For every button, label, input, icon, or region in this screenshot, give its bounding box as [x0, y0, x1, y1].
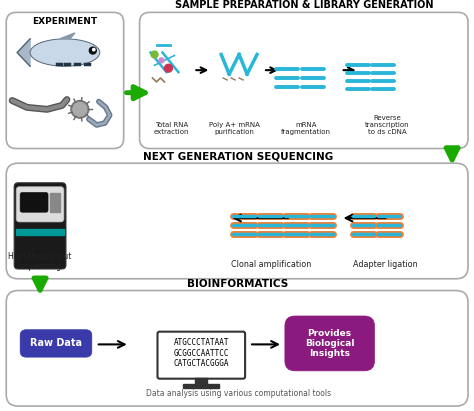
Text: High throughput
sequencing: High throughput sequencing: [9, 252, 72, 271]
Circle shape: [159, 58, 164, 63]
FancyBboxPatch shape: [157, 332, 245, 379]
Text: NEXT GENERATION SEQUENCING: NEXT GENERATION SEQUENCING: [143, 151, 333, 161]
FancyBboxPatch shape: [6, 12, 124, 148]
Text: ATGCCCTATAAT
GCGGCCAATTCC
CATGCTACGGGA: ATGCCCTATAAT GCGGCCAATTCC CATGCTACGGGA: [173, 338, 229, 368]
Ellipse shape: [30, 39, 100, 66]
FancyBboxPatch shape: [285, 316, 374, 371]
Text: Provides
Biological
Insights: Provides Biological Insights: [305, 328, 355, 358]
FancyBboxPatch shape: [20, 193, 48, 212]
Bar: [195, 378, 207, 386]
Text: Data analysis using various computational tools: Data analysis using various computationa…: [146, 389, 331, 398]
Text: BIOINFORMATICS: BIOINFORMATICS: [188, 279, 289, 289]
Text: Clonal amplification: Clonal amplification: [231, 260, 311, 269]
FancyBboxPatch shape: [20, 330, 92, 357]
FancyBboxPatch shape: [139, 12, 468, 148]
Text: Poly A+ mRNA
purification: Poly A+ mRNA purification: [209, 122, 260, 135]
Text: mRNA
fragmentation: mRNA fragmentation: [281, 122, 331, 135]
FancyBboxPatch shape: [14, 183, 66, 269]
FancyBboxPatch shape: [6, 163, 468, 279]
Bar: [16, 229, 64, 235]
Text: EXPERIMENT: EXPERIMENT: [32, 17, 98, 26]
Text: Raw Data: Raw Data: [30, 338, 82, 349]
Polygon shape: [60, 33, 75, 39]
Text: SAMPLE PREPARATION & LIBRARY GENERATION: SAMPLE PREPARATION & LIBRARY GENERATION: [174, 0, 433, 10]
Circle shape: [73, 102, 87, 116]
Circle shape: [151, 51, 158, 58]
Circle shape: [164, 64, 173, 72]
Circle shape: [71, 101, 89, 118]
Bar: [183, 383, 219, 388]
Polygon shape: [17, 39, 30, 66]
Text: Total RNA
extraction: Total RNA extraction: [154, 122, 189, 135]
Circle shape: [92, 48, 95, 51]
Bar: [50, 193, 60, 212]
Text: Adapter ligation: Adapter ligation: [353, 260, 418, 269]
Text: Reverse
transcription
to ds cDNA: Reverse transcription to ds cDNA: [365, 115, 410, 135]
FancyBboxPatch shape: [6, 291, 468, 406]
FancyBboxPatch shape: [16, 187, 64, 222]
Circle shape: [89, 47, 96, 54]
